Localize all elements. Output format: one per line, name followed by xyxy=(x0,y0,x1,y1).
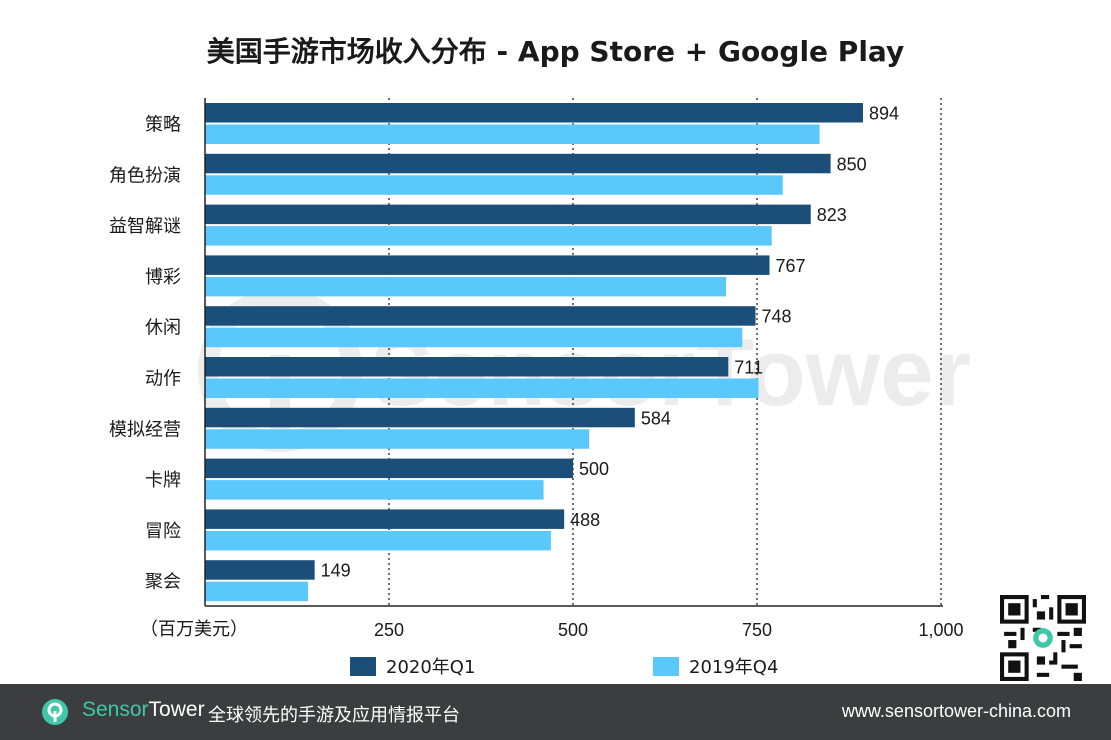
bar-0-4 xyxy=(205,306,756,326)
category-label-8: 冒险 xyxy=(145,521,181,542)
category-label-3: 博彩 xyxy=(145,267,181,288)
category-label-5: 动作 xyxy=(145,369,181,390)
brand-part2: Tower xyxy=(148,698,205,721)
footer-bar: SensorTower 全球领先的手游及应用情报平台 www.sensortow… xyxy=(0,684,1111,740)
bars xyxy=(205,103,863,602)
value-label-9: 149 xyxy=(321,561,351,581)
footer-tagline: 全球领先的手游及应用情报平台 xyxy=(208,705,460,726)
bar-0-9 xyxy=(205,560,315,580)
bar-1-1 xyxy=(205,175,783,195)
category-label-1: 角色扮演 xyxy=(109,165,181,186)
bar-1-3 xyxy=(205,276,727,297)
value-label-8: 488 xyxy=(570,510,600,530)
bar-1-9 xyxy=(205,581,309,602)
bar-0-6 xyxy=(205,407,635,428)
x-tick-label-1: 500 xyxy=(558,620,588,640)
bar-0-7 xyxy=(205,458,573,479)
value-label-0: 894 xyxy=(869,104,899,124)
footer-url[interactable]: www.sensortower-china.com xyxy=(841,701,1071,721)
chart-title: 美国手游市场收入分布 - App Store + Google Play xyxy=(206,35,905,68)
value-label-6: 584 xyxy=(641,408,671,428)
bar-1-4 xyxy=(205,327,743,348)
sensortower-logo-icon xyxy=(42,699,68,725)
x-tick-label-0: 250 xyxy=(374,620,404,640)
bar-0-8 xyxy=(205,509,565,529)
category-label-9: 聚会 xyxy=(145,572,181,593)
brand-name: SensorTower xyxy=(82,698,205,722)
brand-part1: Sensor xyxy=(82,698,149,721)
unit-label: （百万美元） xyxy=(140,619,248,640)
value-label-1: 850 xyxy=(837,154,867,174)
value-label-5: 711 xyxy=(734,358,763,378)
bar-0-0 xyxy=(205,103,863,123)
bar-1-2 xyxy=(205,226,772,246)
bar-1-5 xyxy=(205,378,759,398)
bar-0-2 xyxy=(205,204,811,225)
value-label-7: 500 xyxy=(579,459,609,479)
legend-swatch-1 xyxy=(653,657,679,676)
category-label-6: 模拟经营 xyxy=(109,419,181,440)
legend: 2020年Q1 2019年Q4 xyxy=(350,657,778,678)
bar-0-3 xyxy=(205,255,770,275)
x-tick-label-2: 750 xyxy=(742,620,772,640)
category-label-7: 卡牌 xyxy=(145,470,181,491)
value-labels: 894 850 823 767 748 711 584 500 488 149 xyxy=(321,104,899,581)
value-label-3: 767 xyxy=(776,256,806,276)
legend-label-1: 2019年Q4 xyxy=(689,657,778,678)
axes xyxy=(204,98,943,607)
bar-1-7 xyxy=(205,480,544,500)
x-tick-label-3: 1,000 xyxy=(918,620,963,640)
bar-0-1 xyxy=(205,153,831,174)
legend-swatch-0 xyxy=(350,657,376,676)
legend-label-0: 2020年Q1 xyxy=(386,657,475,678)
category-label-0: 策略 xyxy=(145,115,181,136)
bar-1-6 xyxy=(205,429,590,449)
qr-code xyxy=(1000,595,1086,681)
category-label-2: 益智解谜 xyxy=(109,216,181,237)
qr-code-icon xyxy=(1000,595,1086,681)
value-label-2: 823 xyxy=(817,205,847,225)
x-tick-labels: 250 500 750 1,000 xyxy=(374,620,964,640)
value-label-4: 748 xyxy=(762,307,792,327)
category-label-4: 休闲 xyxy=(145,318,181,339)
bar-1-8 xyxy=(205,530,551,551)
bar-0-5 xyxy=(205,357,729,377)
bar-1-0 xyxy=(205,124,820,144)
